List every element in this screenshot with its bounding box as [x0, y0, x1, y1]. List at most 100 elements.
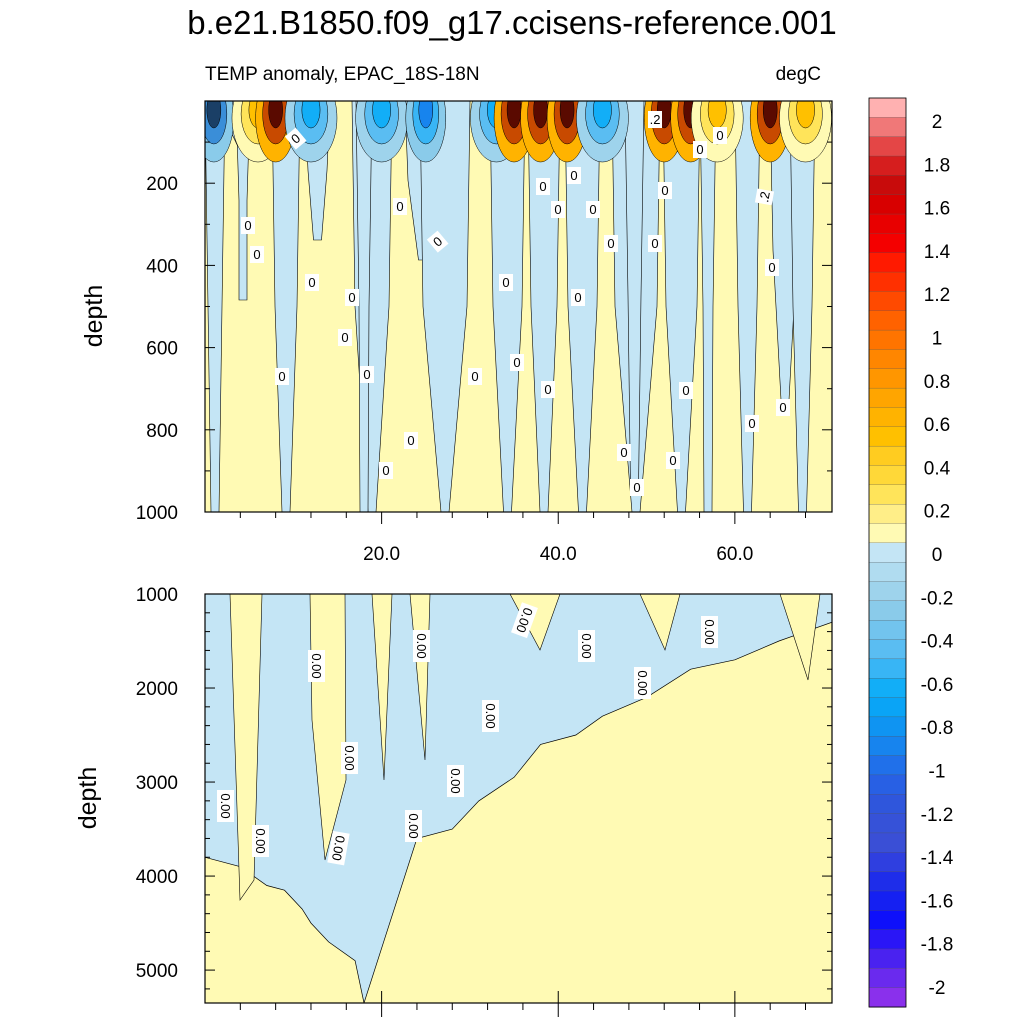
- colorbar-swatch: [868, 155, 907, 176]
- upper-contour-label: 0: [666, 452, 680, 469]
- upper-contour-label: 0: [617, 444, 631, 461]
- colorbar-label: 1.6: [924, 199, 950, 220]
- upper-contour-label: 0: [241, 217, 255, 234]
- contour-label-text: 0: [716, 128, 723, 143]
- upper-contour-label: 0: [745, 415, 759, 432]
- colorbar-swatch: [868, 310, 907, 331]
- colorbar-swatch: [868, 194, 907, 215]
- surface-anomaly-core: [301, 101, 321, 129]
- colorbar-swatch: [868, 832, 907, 853]
- colorbar-label: -2: [929, 978, 946, 999]
- upper-contour-label: 0: [765, 259, 779, 276]
- contour-label-text: 0: [669, 453, 676, 468]
- contour-label-bg: [586, 201, 600, 218]
- colorbar-label: -1.4: [921, 848, 954, 869]
- lower-contour-label: 0.00: [578, 630, 595, 662]
- colorbar-swatch: [868, 175, 907, 196]
- colorbar-swatch: [868, 426, 907, 447]
- colorbar-swatch: [868, 329, 907, 350]
- x-tick-label: 20.0: [363, 544, 400, 565]
- contour-label-bg: [551, 201, 565, 218]
- upper-contour-label: 0: [551, 201, 565, 218]
- lower-positive-intrusion: [779, 594, 821, 681]
- upper-contour-label: 0: [345, 289, 359, 306]
- contour-label-bg: [701, 616, 718, 648]
- contour-label-bg: [252, 825, 269, 857]
- contour-label-bg: [511, 602, 538, 639]
- upper-y-tick-label: 400: [146, 256, 178, 277]
- contour-label-text: 0: [661, 183, 668, 198]
- colorbar-label: -1.6: [921, 891, 954, 912]
- lower-contour-label: 0.00: [327, 830, 350, 866]
- contour-label-bg: [510, 354, 524, 371]
- contour-label-text: 0: [253, 247, 260, 262]
- lower-contour-label: 0.00: [413, 630, 430, 662]
- surface-anomaly-core: [762, 101, 778, 129]
- upper-contour-label: 0: [284, 127, 307, 150]
- contour-label-bg: [284, 127, 307, 150]
- contour-label-bg: [713, 127, 727, 144]
- colorbar-swatch: [868, 755, 907, 776]
- colorbar-label: -1.2: [921, 805, 954, 826]
- colorbar-swatch: [868, 910, 907, 931]
- contour-label-bg: [499, 274, 513, 291]
- colorbar-swatch: [868, 600, 907, 621]
- lower-contour-label: 0.00: [634, 667, 651, 699]
- contour-label-bg: [658, 182, 672, 199]
- colorbar-swatch: [868, 987, 907, 1008]
- upper-contour-label: 0: [713, 127, 727, 144]
- contour-label-bg: [360, 366, 374, 383]
- lower-positive-intrusion: [639, 594, 681, 651]
- contour-label-bg: [468, 368, 482, 385]
- colorbar-swatch: [868, 349, 907, 370]
- colorbar-swatch: [868, 581, 907, 602]
- upper-contour-label: 0: [468, 368, 482, 385]
- upper-negative-region: [662, 101, 701, 512]
- upper-contour-label: 0: [679, 382, 693, 399]
- variable-subtitle: TEMP anomaly, EPAC_18S-18N: [205, 64, 480, 85]
- colorbar-swatch: [868, 852, 907, 873]
- contour-label-text: 0: [244, 218, 251, 233]
- colorbar-swatch: [868, 213, 907, 234]
- colorbar-swatch: [868, 97, 907, 118]
- surface-anomaly-core: [506, 101, 522, 129]
- surface-anomaly-core: [593, 101, 612, 129]
- colorbar-label: 0.4: [924, 458, 951, 479]
- colorbar-swatch: [868, 678, 907, 699]
- colorbar-swatch: [868, 794, 907, 815]
- contour-label-bg: [578, 630, 595, 662]
- contour-label-bg: [250, 246, 264, 263]
- colorbar-label: 1.2: [924, 285, 950, 306]
- upper-contour-label: 0: [586, 201, 600, 218]
- surface-anomaly-core: [418, 101, 434, 129]
- contour-label-text: 0.00: [253, 828, 268, 853]
- contour-label-bg: [679, 382, 693, 399]
- contour-label-text: 0: [407, 433, 414, 448]
- upper-y-tick-label: 200: [146, 174, 178, 195]
- colorbar-swatch: [868, 774, 907, 795]
- contour-label-bg: [745, 415, 759, 432]
- lower-contour-label: 0.00: [217, 790, 234, 822]
- contour-label-text: 0: [544, 382, 551, 397]
- contour-label-bg: [341, 742, 358, 774]
- contour-label-bg: [648, 111, 662, 128]
- colorbar: 2 1.8 1.6 1.4 1.2 1 0.8 0.6 0.4 0.2 0 -0.2 -0.4 -0.6 -…: [868, 97, 954, 1008]
- lower-contour-labels: 0.00 0.00 0.00 0.00 0.00 0.00 0.00 0.00 0.00 0.00…: [217, 602, 718, 866]
- colorbar-swatch: [868, 503, 907, 525]
- colorbar-swatch: [868, 658, 907, 679]
- upper-contour-label: 0: [499, 274, 513, 291]
- colorbar-swatch: [868, 465, 907, 486]
- x-tick-label: 60.0: [716, 544, 753, 565]
- lower-y-axis-label: depth: [74, 767, 102, 830]
- upper-y-tick-label: 600: [146, 339, 178, 360]
- lower-positive-intrusion: [229, 594, 263, 901]
- upper-contour-label: 0: [510, 354, 524, 371]
- lower-y-tick-label: 4000: [136, 867, 178, 888]
- colorbar-label: 1: [932, 329, 943, 350]
- lower-contour-label: 0.00: [511, 602, 538, 639]
- contour-label-bg: [617, 444, 631, 461]
